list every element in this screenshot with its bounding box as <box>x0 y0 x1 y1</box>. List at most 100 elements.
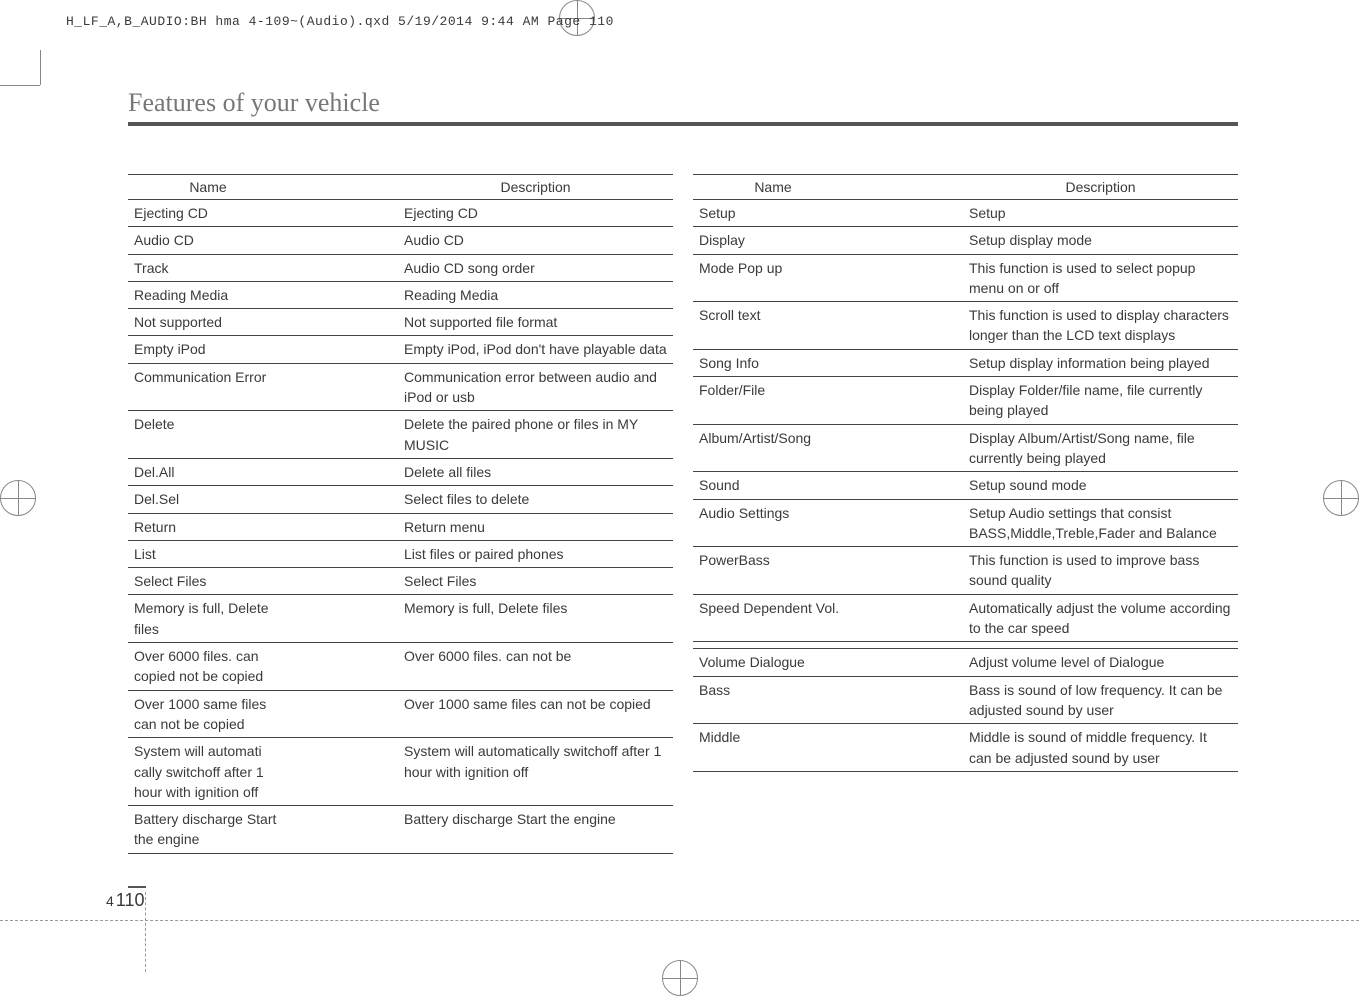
cell-blank <box>853 302 963 350</box>
cell-desc: Select Files <box>398 568 673 595</box>
cell-name: Setup <box>693 200 853 227</box>
cell-blank <box>853 472 963 499</box>
table-row: Memory is full, Delete filesMemory is fu… <box>128 595 673 643</box>
cell-name: Volume Dialogue <box>693 649 853 676</box>
col-header-name: Name <box>128 175 288 200</box>
page-tick <box>128 886 146 888</box>
cell-blank <box>288 738 398 806</box>
file-path-header: H_LF_A,B_AUDIO:BH hma 4-109~(Audio).qxd … <box>66 14 614 29</box>
cell-name: Song Info <box>693 349 853 376</box>
table-row: List List files or paired phones <box>128 540 673 567</box>
cell-blank <box>288 643 398 691</box>
cell-blank <box>288 281 398 308</box>
cell-blank <box>288 806 398 854</box>
cell-desc: Reading Media <box>398 281 673 308</box>
cell-name: Audio Settings <box>693 499 853 547</box>
table-row <box>693 642 1238 649</box>
cell-name: Over 6000 files. can copied not be copie… <box>128 643 288 691</box>
cell-blank <box>853 642 963 649</box>
right-table: Name Description SetupSetupDisplaySetup … <box>693 174 1238 772</box>
cell-name: Folder/File <box>693 377 853 425</box>
cell-desc: Communication error between audio and iP… <box>398 363 673 411</box>
chapter-number: 4 <box>106 893 114 909</box>
cell-name <box>693 642 853 649</box>
cell-name: Speed Dependent Vol. <box>693 594 853 642</box>
cell-desc: Over 1000 same files can not be copied <box>398 690 673 738</box>
cell-name: List <box>128 540 288 567</box>
cell-name: Delete <box>128 411 288 459</box>
section-title: Features of your vehicle <box>128 88 380 118</box>
table-row: Communication ErrorCommunication error b… <box>128 363 673 411</box>
table-row: Audio CDAudio CD <box>128 227 673 254</box>
cell-desc: System will automatically switchoff afte… <box>398 738 673 806</box>
cell-desc: Setup <box>963 200 1238 227</box>
cell-blank <box>288 513 398 540</box>
registration-cross <box>1341 480 1342 516</box>
table-row: Song Info Setup display information being… <box>693 349 1238 376</box>
cell-desc: Display Folder/file name, file currently… <box>963 377 1238 425</box>
table-row: TrackAudio CD song order <box>128 254 673 281</box>
cell-name: Battery discharge Start the engine <box>128 806 288 854</box>
cell-desc: This function is used to improve bass so… <box>963 547 1238 595</box>
cell-name: System will automati cally switchoff aft… <box>128 738 288 806</box>
cell-desc: Adjust volume level of Dialogue <box>963 649 1238 676</box>
cell-blank <box>853 676 963 724</box>
cell-desc: Middle is sound of middle frequency. It … <box>963 724 1238 772</box>
cell-name: Scroll text <box>693 302 853 350</box>
table-row: Select FilesSelect Files <box>128 568 673 595</box>
cell-desc: List files or paired phones <box>398 540 673 567</box>
table-row: Album/Artist/Song Display Album/Artist/So… <box>693 424 1238 472</box>
tables-container: Name Description Ejecting CDEjecting CDA… <box>128 174 1238 854</box>
table-row: Volume Dialogue Adjust volume level of Di… <box>693 649 1238 676</box>
cell-name: Mode Pop up <box>693 254 853 302</box>
cell-blank <box>853 349 963 376</box>
cell-desc: Setup display information being played <box>963 349 1238 376</box>
table-row: Scroll textThis function is used to disp… <box>693 302 1238 350</box>
cell-name: Album/Artist/Song <box>693 424 853 472</box>
cell-name: Ejecting CD <box>128 200 288 227</box>
cell-desc: Automatically adjust the volume accordin… <box>963 594 1238 642</box>
table-row: Over 6000 files. can copied not be copie… <box>128 643 673 691</box>
col-header-blank <box>853 175 963 200</box>
cell-desc: Display Album/Artist/Song name, file cur… <box>963 424 1238 472</box>
cell-desc: Delete all files <box>398 458 673 485</box>
cell-blank <box>288 363 398 411</box>
cell-desc <box>963 642 1238 649</box>
cell-desc: Battery discharge Start the engine <box>398 806 673 854</box>
cell-blank <box>288 411 398 459</box>
table-row: MiddleMiddle is sound of middle frequenc… <box>693 724 1238 772</box>
cell-name: Sound <box>693 472 853 499</box>
table-row: Reading MediaReading Media <box>128 281 673 308</box>
col-header-name: Name <box>693 175 853 200</box>
cell-desc: This function is used to select popup me… <box>963 254 1238 302</box>
table-row: DisplaySetup display mode <box>693 227 1238 254</box>
cell-name: Memory is full, Delete files <box>128 595 288 643</box>
table-row: Ejecting CD Ejecting CD <box>128 200 673 227</box>
cell-blank <box>288 486 398 513</box>
crop-mark <box>40 50 41 85</box>
table-row: Folder/File Display Folder/file name, fil… <box>693 377 1238 425</box>
cell-name: Del.All <box>128 458 288 485</box>
cell-desc: Setup Audio settings that consist BASS,M… <box>963 499 1238 547</box>
cell-name: Return <box>128 513 288 540</box>
cell-blank <box>853 594 963 642</box>
fold-line-horizontal <box>0 920 1359 921</box>
cell-desc: Over 6000 files. can not be <box>398 643 673 691</box>
table-row: Del.All Delete all files <box>128 458 673 485</box>
cell-blank <box>288 336 398 363</box>
page-number: 4110 <box>106 890 145 911</box>
cell-desc: Return menu <box>398 513 673 540</box>
cell-name: Not supported <box>128 309 288 336</box>
registration-cross <box>680 960 681 996</box>
table-row: BassBass is sound of low frequency. It c… <box>693 676 1238 724</box>
cell-blank <box>853 200 963 227</box>
table-row: Del.SelSelect files to delete <box>128 486 673 513</box>
cell-blank <box>853 649 963 676</box>
table-row: Setup Setup <box>693 200 1238 227</box>
cell-blank <box>853 724 963 772</box>
cell-desc: Ejecting CD <box>398 200 673 227</box>
title-underline <box>128 122 1238 126</box>
cell-blank <box>853 424 963 472</box>
table-row: Audio Settings Setup Audio settings that … <box>693 499 1238 547</box>
cell-name: Display <box>693 227 853 254</box>
